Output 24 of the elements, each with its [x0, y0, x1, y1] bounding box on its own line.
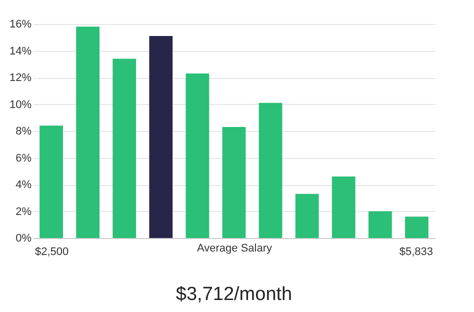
- y-tick-label: 8%: [16, 126, 32, 138]
- bar: [368, 211, 392, 238]
- y-tick-label: 2%: [16, 206, 32, 218]
- bar: [295, 194, 319, 238]
- bar: [149, 36, 173, 238]
- y-tick-label: 14%: [9, 45, 32, 58]
- y-tick-label: 16%: [9, 18, 32, 30]
- y-tick-label: 10%: [9, 98, 32, 111]
- bar: [186, 73, 210, 238]
- text: $3,712/month: [176, 284, 292, 305]
- y-tick-label: 6%: [16, 152, 32, 164]
- bar: [40, 126, 63, 238]
- bar: [112, 58, 136, 238]
- bar: [258, 102, 282, 238]
- x-axis-title: Average Salary: [196, 242, 272, 254]
- bar: [332, 176, 356, 238]
- bar: [76, 26, 100, 238]
- y-tick-label: 12%: [9, 72, 32, 84]
- text: $5,833: [399, 246, 433, 258]
- y-tick-label: 0%: [16, 232, 32, 244]
- bar: [222, 126, 246, 238]
- bar: [405, 216, 428, 238]
- text: $2,500: [35, 246, 69, 258]
- y-tick-label: 4%: [16, 179, 32, 191]
